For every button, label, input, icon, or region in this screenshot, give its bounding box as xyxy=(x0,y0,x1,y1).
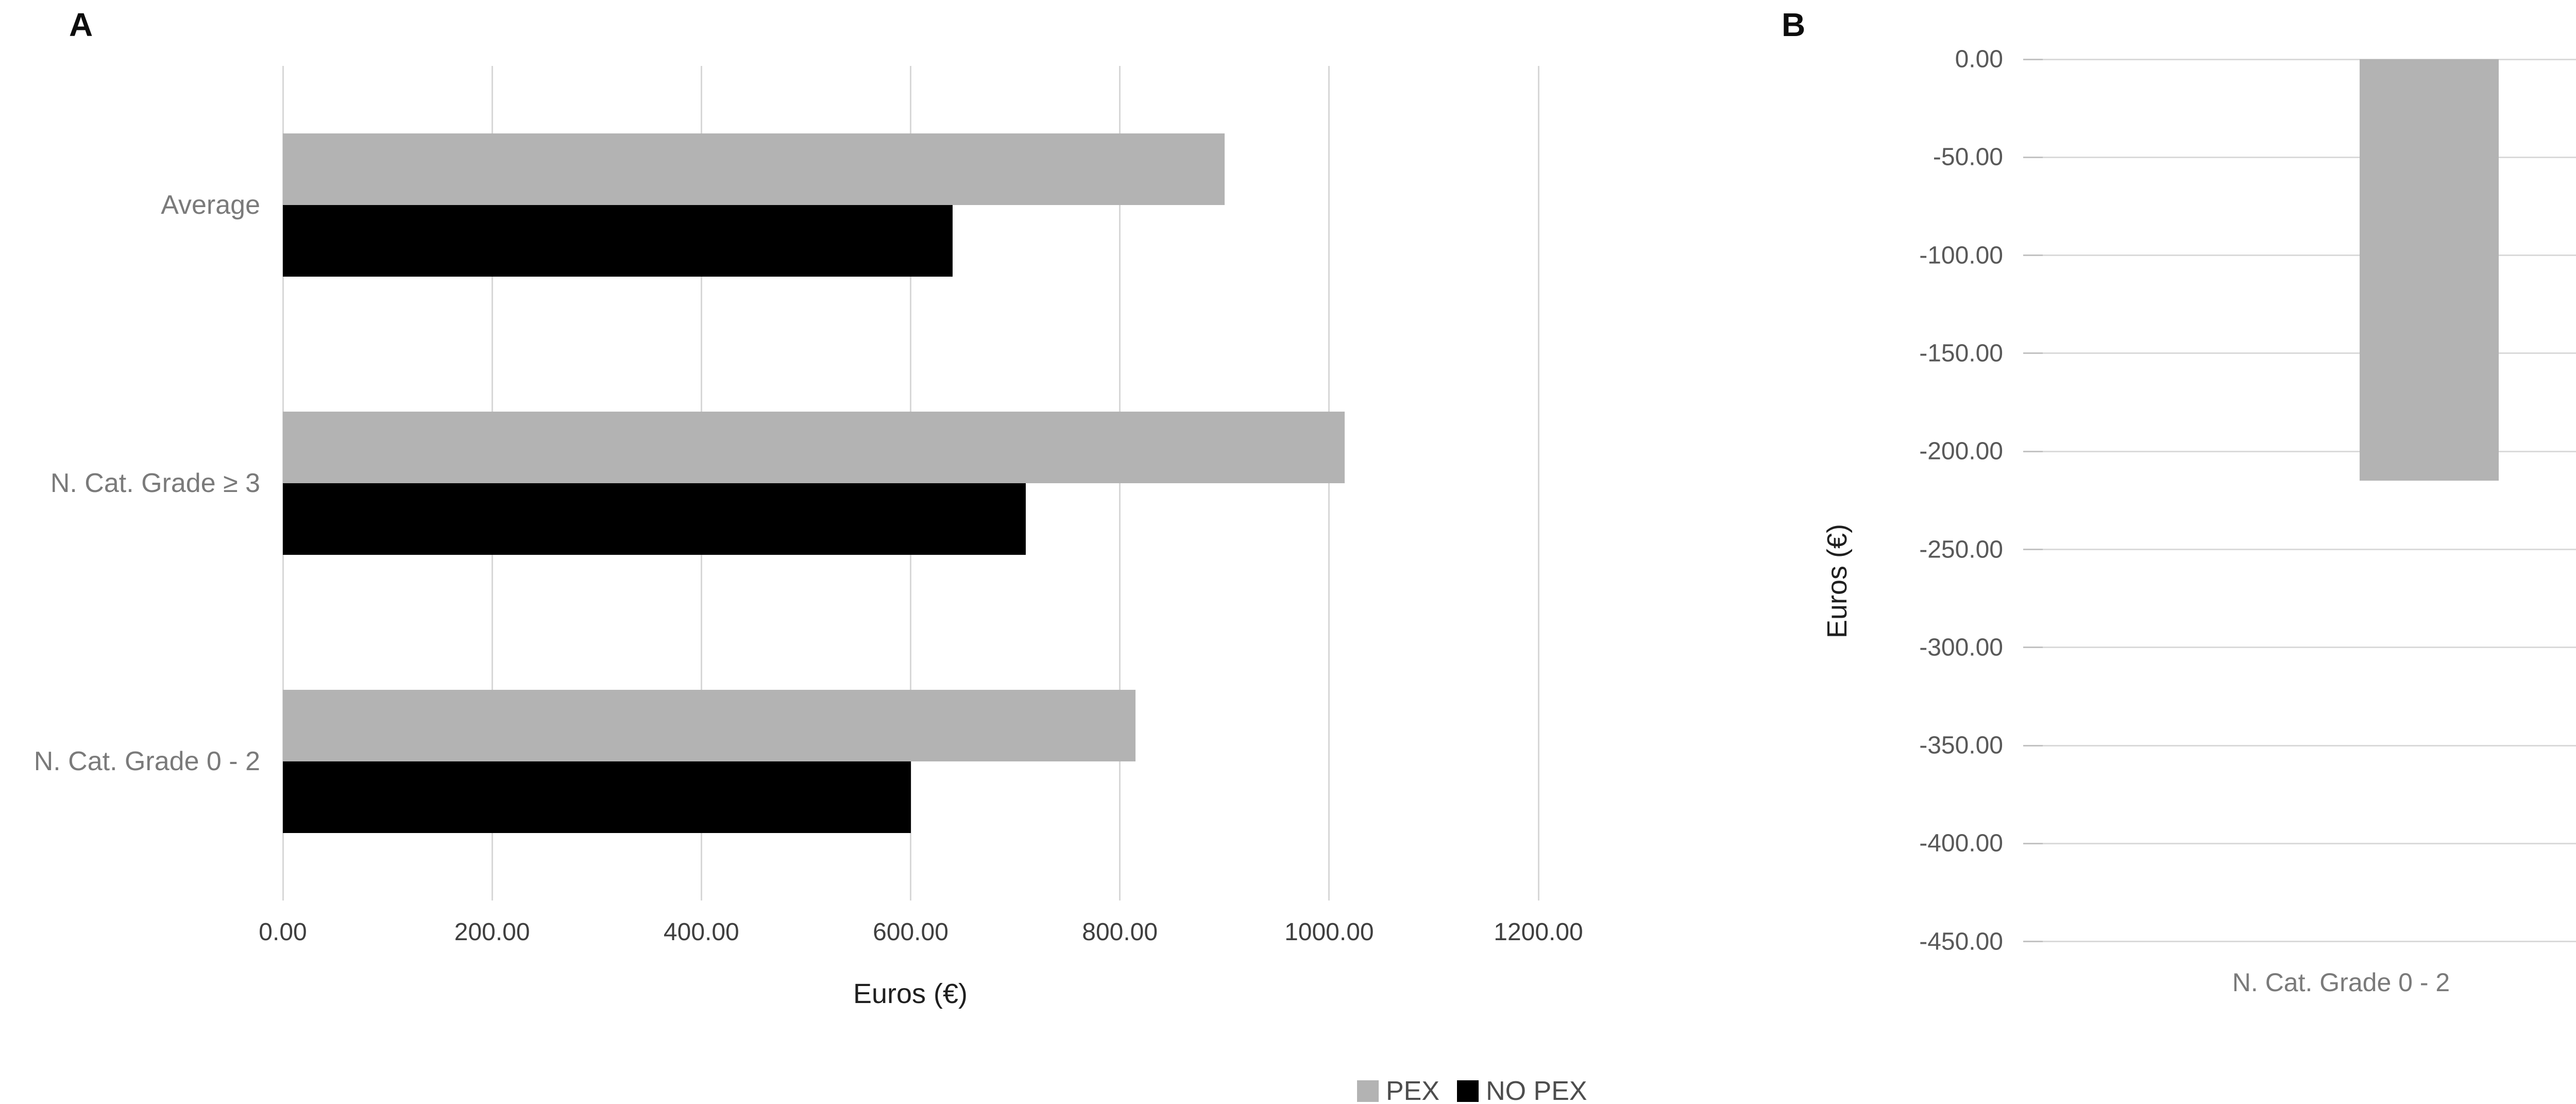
panel-a-x-axis-title: Euros (€) xyxy=(853,978,968,1009)
panel-b-tick-mark xyxy=(2023,352,2043,354)
panel-a-letter: A xyxy=(69,6,93,43)
panel-b-y-tick-label: -150.00 xyxy=(1919,339,2003,367)
panel-b-tick-mark xyxy=(2023,156,2043,158)
legend-item-pex: PEX xyxy=(1357,1078,1439,1104)
panel-b-y-tick-label: -400.00 xyxy=(1919,829,2003,857)
panel-b-gridline xyxy=(2043,254,2576,257)
panel-b-gridline xyxy=(2043,647,2576,649)
panel-b-letter: B xyxy=(1782,6,1806,43)
bar-no-pex-n-cat-grade-0-2 xyxy=(283,761,911,833)
panel-b-category-label-n-cat-grade-0-2: N. Cat. Grade 0 - 2 xyxy=(2232,968,2450,997)
bar-no-pex-average xyxy=(283,205,953,277)
legend-swatch-no-pex xyxy=(1457,1080,1479,1102)
legend-label-no-pex: NO PEX xyxy=(1486,1076,1587,1104)
panel-b-y-tick-label: -50.00 xyxy=(1933,143,2003,171)
panel-b-tick-mark xyxy=(2023,941,2043,943)
panel-b-tick-mark xyxy=(2023,450,2043,452)
panel-a-x-tick-label: 400.00 xyxy=(663,919,739,946)
panel-b-gridline xyxy=(2043,941,2576,943)
bar-pex-n-cat-grade-0-2 xyxy=(2360,59,2499,481)
panel-b-y-tick-label: -350.00 xyxy=(1919,732,2003,759)
panel-a-gridline xyxy=(1328,66,1330,901)
panel-b-tick-mark xyxy=(2023,744,2043,746)
panel-b-y-tick-label: -300.00 xyxy=(1919,634,2003,661)
bar-no-pex-n-cat-grade-3 xyxy=(283,483,1026,555)
panel-a-x-tick-label: 0.00 xyxy=(259,919,307,946)
panel-a-category-label-n-cat-grade-3: N. Cat. Grade ≥ 3 xyxy=(50,468,260,498)
panel-b-tick-mark xyxy=(2023,842,2043,844)
panel-a-x-tick-label: 800.00 xyxy=(1082,919,1158,946)
panel-a-gridline xyxy=(1537,66,1539,901)
panel-b-gridline xyxy=(2043,450,2576,452)
panel-a-x-tick-label: 1000.00 xyxy=(1284,919,1374,946)
panel-a-gridline xyxy=(1119,66,1121,901)
panel-b-tick-mark xyxy=(2023,647,2043,649)
panel-b-y-tick-label: -250.00 xyxy=(1919,536,2003,563)
panel-b-gridline xyxy=(2043,352,2576,354)
panel-a-x-tick-label: 600.00 xyxy=(873,919,948,946)
panel-b-y-tick-label: -450.00 xyxy=(1919,928,2003,956)
panel-b-tick-mark xyxy=(2023,58,2043,60)
panel-b-tick-mark xyxy=(2023,549,2043,550)
panel-b-gridline xyxy=(2043,549,2576,550)
panel-b-gridline xyxy=(2043,58,2576,60)
bar-pex-n-cat-grade-3 xyxy=(283,412,1345,483)
panel-b-gridline xyxy=(2043,156,2576,158)
legend-label-pex: PEX xyxy=(1386,1076,1440,1104)
panel-a-category-label-average: Average xyxy=(161,190,260,220)
panel-b-y-tick-label: -200.00 xyxy=(1919,437,2003,465)
legend-swatch-pex xyxy=(1357,1080,1379,1102)
panel-a-category-label-n-cat-grade-0-2: N. Cat. Grade 0 - 2 xyxy=(33,746,260,776)
panel-a-x-tick-label: 200.00 xyxy=(454,919,530,946)
panel-b-gridline xyxy=(2043,842,2576,844)
panel-b-tick-mark xyxy=(2023,254,2043,257)
legend-item-no-pex: NO PEX xyxy=(1457,1078,1587,1104)
panel-b-y-axis-title: Euros (€) xyxy=(1822,523,1853,639)
panel-b-y-tick-label: -100.00 xyxy=(1919,242,2003,269)
panel-b-gridline xyxy=(2043,744,2576,746)
legend: PEX NO PEX xyxy=(1357,1078,1587,1104)
panel-b-y-tick-label: 0.00 xyxy=(1955,45,2003,73)
panel-a-x-tick-label: 1200.00 xyxy=(1494,919,1583,946)
bar-pex-n-cat-grade-0-2 xyxy=(283,690,1136,761)
bar-pex-average xyxy=(283,133,1225,205)
